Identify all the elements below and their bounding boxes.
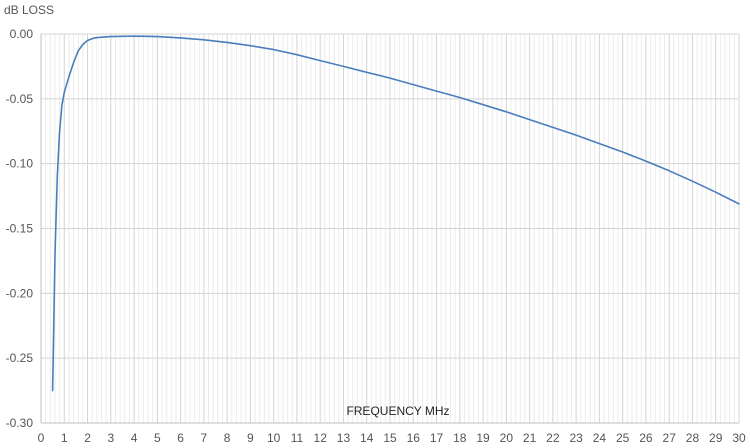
x-tick-label: 26 [639,431,653,445]
x-tick-label: 14 [360,431,374,445]
x-tick-label: 19 [476,431,490,445]
y-tick-label: -0.20 [6,286,34,300]
x-tick-label: 20 [500,431,514,445]
x-tick-label: 13 [337,431,351,445]
x-tick-label: 0 [38,431,45,445]
x-tick-label: 23 [569,431,583,445]
x-tick-label: 16 [407,431,421,445]
x-tick-label: 2 [84,431,91,445]
x-tick-label: 15 [383,431,397,445]
y-tick-label: -0.15 [6,222,34,236]
x-tick-label: 28 [686,431,700,445]
x-tick-label: 8 [224,431,231,445]
axes: 0.00-0.05-0.10-0.15-0.20-0.25-0.300 1 2 3 4 5… [6,27,746,445]
x-tick-label: 1 [61,431,68,445]
x-tick-label: 21 [523,431,537,445]
x-tick-label: 5 [154,431,161,445]
y-tick-label: -0.10 [6,157,34,171]
x-tick-label: 4 [131,431,138,445]
x-axis-title: FREQUENCY MHz [346,404,449,418]
x-tick-label: 12 [314,431,328,445]
y-tick-label: 0.00 [10,27,34,41]
x-tick-label: 6 [177,431,184,445]
x-tick-label: 25 [616,431,630,445]
x-tick-label: 22 [546,431,560,445]
x-tick-label: 10 [267,431,281,445]
x-tick-label: 30 [732,431,746,445]
y-axis-title: dB LOSS [4,3,55,17]
grid [40,33,740,424]
y-tick-label: -0.05 [6,92,34,106]
y-tick-label: -0.30 [6,416,34,430]
x-tick-label: 7 [201,431,208,445]
x-tick-label: 11 [291,431,304,445]
x-tick-label: 18 [453,431,467,445]
x-tick-label: 17 [430,431,444,445]
series-line [51,35,740,392]
x-tick-label: 29 [709,431,723,445]
x-tick-label: 24 [593,431,607,445]
y-tick-label: -0.25 [6,351,34,365]
series-layer [51,35,740,392]
x-tick-label: 3 [107,431,114,445]
x-tick-label: 9 [247,431,254,445]
x-tick-label: 27 [663,431,677,445]
